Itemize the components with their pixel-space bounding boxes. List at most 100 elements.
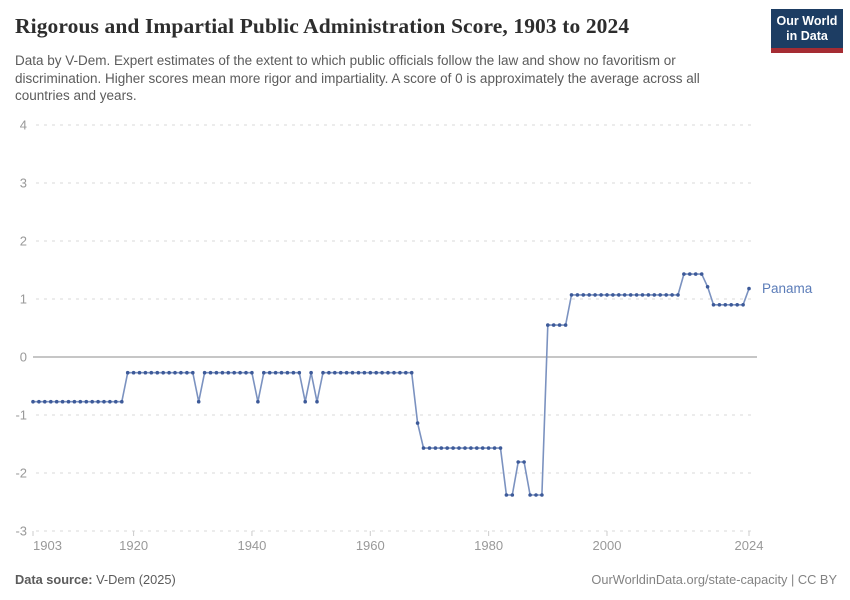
x-tick-label: 1903 [33,538,62,553]
data-point [534,493,538,497]
data-point [208,370,213,375]
data-point [315,399,319,404]
y-tick-label: -2 [15,466,27,481]
data-point [149,370,154,375]
data-point [244,370,248,375]
data-point [214,370,219,375]
y-tick-label: 2 [20,234,27,249]
data-point [723,303,728,307]
data-point [433,446,438,450]
data-point [593,293,597,297]
data-point [658,293,662,297]
data-point [605,293,609,297]
chart-subtitle: Data by V-Dem. Expert estimates of the e… [15,53,700,103]
data-point [137,370,142,375]
data-point [581,293,586,297]
data-point [179,370,183,375]
data-point [31,399,35,404]
data-point [427,446,432,450]
data-point [250,370,254,375]
data-point [699,272,704,276]
data-point [256,399,260,404]
y-tick-label: -3 [15,524,27,539]
data-point [350,370,355,375]
entity-label-panama[interactable]: Panama [762,281,813,296]
data-point [374,370,379,375]
owid-logo[interactable]: Our World in Data [771,9,843,53]
data-point [439,446,444,450]
data-point [622,293,627,297]
data-point [285,370,290,375]
owid-url-license[interactable]: OurWorldinData.org/state-capacity | CC B… [591,572,837,587]
data-point [338,370,343,375]
y-tick-label: 4 [20,118,27,133]
panama-line[interactable] [33,273,750,496]
chart-title: Rigorous and Impartial Public Administra… [15,14,630,38]
data-point [409,370,414,375]
data-point [398,370,402,375]
data-point [640,293,645,297]
data-point [682,272,686,276]
data-point [693,272,698,276]
x-tick-label: 2000 [593,538,622,553]
data-point [226,370,231,375]
data-point [386,370,390,375]
y-tick-label: 3 [20,176,27,191]
data-point [125,370,130,375]
data-point [49,399,53,404]
data-point [309,370,313,375]
chart-footer: Data source: V-Dem (2025) OurWorldinData… [15,572,837,587]
data-point [155,370,160,375]
data-point [611,293,615,297]
data-point [161,370,165,375]
x-tick-label: 1940 [237,538,266,553]
data-point [516,460,520,464]
data-point [90,399,94,404]
data-point [232,370,236,375]
data-point [469,446,473,450]
data-point [688,272,692,276]
data-point [404,370,408,375]
data-point [108,399,112,404]
data-point [676,293,680,297]
data-point [392,370,396,375]
data-point [445,446,450,450]
data-point [238,370,242,375]
data-point [735,303,739,307]
data-point [540,493,544,497]
data-point [747,286,751,291]
data-point [43,399,47,404]
data-source: Data source: V-Dem (2025) [15,572,176,587]
data-point [368,370,373,375]
data-point [475,446,479,450]
x-tick-label: 1980 [474,538,503,553]
data-point [729,303,733,307]
data-point [344,370,349,375]
data-point [563,323,568,327]
data-point [84,399,89,404]
data-point [185,370,189,375]
data-point [120,399,124,404]
data-point [191,370,195,375]
data-point [575,293,580,297]
data-point [303,399,308,404]
data-point [480,446,485,450]
data-point [463,446,467,450]
data-point [267,370,272,375]
data-point [297,370,302,375]
data-point [167,370,171,375]
data-point [599,293,603,297]
data-point [498,446,503,450]
data-point [457,446,461,450]
x-tick-label: 1960 [356,538,385,553]
data-source-value: V-Dem (2025) [96,572,176,587]
data-point [504,493,509,497]
data-point [569,293,574,297]
data-point [327,370,331,375]
data-point [362,370,367,375]
data-point [262,370,266,375]
data-point [114,399,118,404]
data-point [652,293,657,297]
y-tick-label: -1 [15,408,27,423]
